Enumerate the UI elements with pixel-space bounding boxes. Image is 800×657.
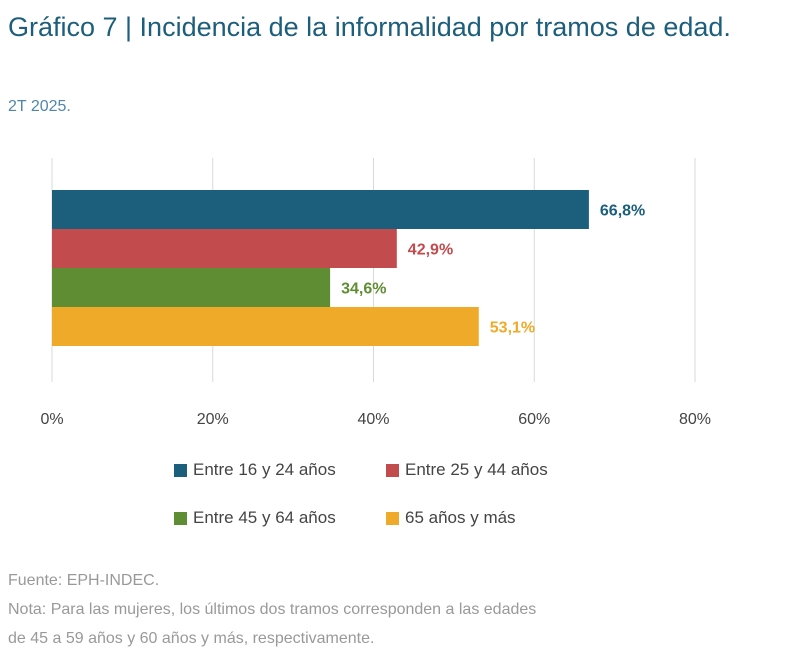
data-label: 53,1%	[490, 320, 535, 337]
bar	[52, 229, 397, 268]
x-tick-label: 20%	[197, 411, 229, 428]
x-tick-label: 40%	[357, 411, 389, 428]
x-tick-label: 60%	[518, 411, 550, 428]
x-tick-label: 0%	[40, 411, 63, 428]
data-label: 66,8%	[600, 203, 645, 220]
data-label: 42,9%	[408, 242, 453, 259]
source-note: Fuente: EPH-INDEC.	[8, 572, 160, 589]
legend-label: Entre 45 y 64 años	[193, 508, 336, 527]
legend-swatch	[174, 511, 187, 525]
legend-label: Entre 16 y 24 años	[193, 460, 336, 479]
legend-item-16-24: Entre 16 y 24 años	[174, 460, 386, 480]
chart-legend: Entre 16 y 24 años Entre 25 y 44 años En…	[174, 460, 614, 528]
x-tick-label: 80%	[679, 411, 711, 428]
legend-swatch	[386, 511, 399, 525]
bar-chart: 0% 20% 40% 60% 80% 66,8% 42,9% 34,6% 53,1%	[40, 158, 711, 428]
chart-subtitle: 2T 2025.	[8, 98, 71, 115]
legend-swatch	[386, 463, 399, 477]
footnote-line: de 45 a 59 años y 60 años y más, respect…	[8, 630, 375, 647]
legend-swatch	[174, 463, 187, 477]
legend-item-65-plus: 65 años y más	[386, 508, 606, 528]
bar	[52, 190, 589, 229]
bar	[52, 268, 331, 307]
legend-item-45-64: Entre 45 y 64 años	[174, 508, 386, 528]
chart-title: Gráfico 7 | Incidencia de la informalida…	[8, 12, 731, 42]
legend-item-25-44: Entre 25 y 44 años	[386, 460, 606, 480]
bar	[52, 307, 479, 346]
chart-footer: Fuente: EPH-INDEC. Nota: Para las mujere…	[8, 566, 788, 653]
legend-label: Entre 25 y 44 años	[405, 460, 548, 479]
data-label: 34,6%	[341, 281, 386, 298]
legend-label: 65 años y más	[405, 508, 516, 527]
footnote-line: Nota: Para las mujeres, los últimos dos …	[8, 601, 537, 618]
